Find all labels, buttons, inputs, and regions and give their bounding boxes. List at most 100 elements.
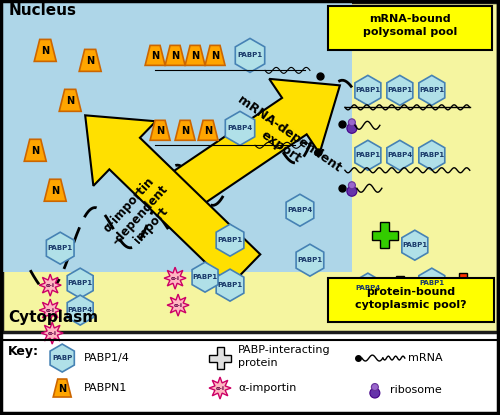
Polygon shape bbox=[79, 49, 101, 71]
Text: PABP: PABP bbox=[52, 355, 72, 361]
FancyBboxPatch shape bbox=[328, 278, 494, 322]
Text: PABP1: PABP1 bbox=[388, 87, 412, 93]
Text: PABP1: PABP1 bbox=[419, 152, 444, 158]
Text: PABP1: PABP1 bbox=[402, 242, 427, 248]
Text: ribosome: ribosome bbox=[390, 385, 442, 395]
Polygon shape bbox=[53, 379, 71, 397]
Text: PABP4: PABP4 bbox=[68, 307, 93, 313]
Polygon shape bbox=[388, 276, 412, 300]
Polygon shape bbox=[175, 120, 195, 140]
Text: mRNA: mRNA bbox=[408, 353, 442, 363]
Polygon shape bbox=[59, 89, 81, 111]
Text: PABP1: PABP1 bbox=[356, 87, 380, 93]
Circle shape bbox=[370, 388, 380, 398]
Text: α-importin
-dependent
import: α-importin -dependent import bbox=[98, 173, 182, 258]
Text: N: N bbox=[204, 126, 212, 136]
Polygon shape bbox=[387, 76, 413, 105]
Polygon shape bbox=[192, 262, 218, 292]
Text: N: N bbox=[156, 126, 164, 136]
Polygon shape bbox=[143, 79, 340, 228]
Polygon shape bbox=[150, 120, 170, 140]
Polygon shape bbox=[296, 244, 324, 276]
Polygon shape bbox=[39, 299, 61, 321]
Text: PABP1: PABP1 bbox=[218, 237, 242, 243]
Text: α-i: α-i bbox=[48, 331, 56, 336]
Text: PABP4: PABP4 bbox=[387, 152, 412, 158]
Text: protein-bound: protein-bound bbox=[366, 287, 456, 297]
Polygon shape bbox=[46, 232, 74, 264]
Text: PABP1: PABP1 bbox=[68, 280, 92, 286]
Text: cytoplasmic pool?: cytoplasmic pool? bbox=[355, 300, 467, 310]
Text: PABP1: PABP1 bbox=[238, 52, 262, 59]
Text: N: N bbox=[41, 46, 50, 56]
Text: PABP1: PABP1 bbox=[419, 87, 444, 93]
Polygon shape bbox=[419, 268, 445, 298]
Circle shape bbox=[348, 182, 356, 189]
Text: N: N bbox=[191, 51, 199, 61]
Text: N: N bbox=[86, 56, 94, 66]
Text: PABP1/4: PABP1/4 bbox=[84, 353, 130, 363]
Polygon shape bbox=[34, 39, 56, 61]
Polygon shape bbox=[185, 45, 205, 66]
Polygon shape bbox=[372, 222, 398, 248]
Polygon shape bbox=[164, 267, 186, 289]
Polygon shape bbox=[44, 179, 66, 201]
Polygon shape bbox=[205, 45, 225, 66]
Polygon shape bbox=[387, 140, 413, 170]
Text: PABP1: PABP1 bbox=[218, 282, 242, 288]
Polygon shape bbox=[355, 76, 381, 105]
Text: PABPN1: PABPN1 bbox=[84, 383, 128, 393]
Circle shape bbox=[347, 186, 357, 196]
Polygon shape bbox=[39, 274, 61, 296]
Polygon shape bbox=[24, 139, 46, 161]
Text: PABP4: PABP4 bbox=[228, 125, 252, 131]
Text: protein: protein bbox=[238, 358, 278, 368]
Text: N: N bbox=[211, 51, 219, 61]
Text: mRNA-bound: mRNA-bound bbox=[369, 15, 450, 24]
Text: α-i: α-i bbox=[216, 386, 224, 391]
Circle shape bbox=[348, 119, 356, 126]
Text: PABP4: PABP4 bbox=[288, 207, 312, 213]
Text: PABP1: PABP1 bbox=[192, 274, 218, 280]
Circle shape bbox=[347, 123, 357, 133]
Polygon shape bbox=[67, 295, 93, 325]
Text: N: N bbox=[58, 384, 66, 394]
Polygon shape bbox=[209, 377, 231, 399]
Polygon shape bbox=[216, 224, 244, 256]
Polygon shape bbox=[167, 294, 189, 316]
Polygon shape bbox=[216, 269, 244, 301]
Polygon shape bbox=[67, 268, 93, 298]
Text: Cytoplasm: Cytoplasm bbox=[8, 310, 98, 325]
Polygon shape bbox=[226, 111, 254, 145]
Polygon shape bbox=[402, 230, 428, 260]
Text: PABP1: PABP1 bbox=[356, 152, 380, 158]
Polygon shape bbox=[286, 194, 314, 226]
Text: N: N bbox=[151, 51, 159, 61]
Text: PABP1: PABP1 bbox=[419, 280, 444, 286]
Text: α-i: α-i bbox=[46, 308, 54, 312]
Polygon shape bbox=[451, 273, 475, 297]
Text: N: N bbox=[51, 186, 60, 196]
Polygon shape bbox=[198, 120, 218, 140]
Polygon shape bbox=[50, 344, 74, 372]
FancyBboxPatch shape bbox=[2, 2, 352, 272]
Circle shape bbox=[372, 383, 378, 391]
Polygon shape bbox=[165, 45, 185, 66]
Text: PABP1: PABP1 bbox=[48, 245, 73, 251]
Text: α-importin: α-importin bbox=[238, 383, 296, 393]
Text: PABP-interacting: PABP-interacting bbox=[238, 345, 330, 355]
Text: α-i: α-i bbox=[170, 276, 179, 281]
Polygon shape bbox=[419, 76, 445, 105]
FancyBboxPatch shape bbox=[2, 2, 498, 332]
Text: polysomal pool: polysomal pool bbox=[362, 27, 457, 37]
Text: N: N bbox=[31, 146, 40, 156]
Polygon shape bbox=[419, 140, 445, 170]
Polygon shape bbox=[209, 347, 231, 369]
Text: α-i: α-i bbox=[174, 303, 182, 308]
Text: PABP1: PABP1 bbox=[298, 257, 322, 263]
Text: N: N bbox=[171, 51, 179, 61]
Text: mRNA-dependent
export: mRNA-dependent export bbox=[226, 93, 344, 187]
Polygon shape bbox=[355, 273, 381, 303]
Text: α-i: α-i bbox=[46, 283, 54, 288]
Polygon shape bbox=[85, 115, 260, 286]
